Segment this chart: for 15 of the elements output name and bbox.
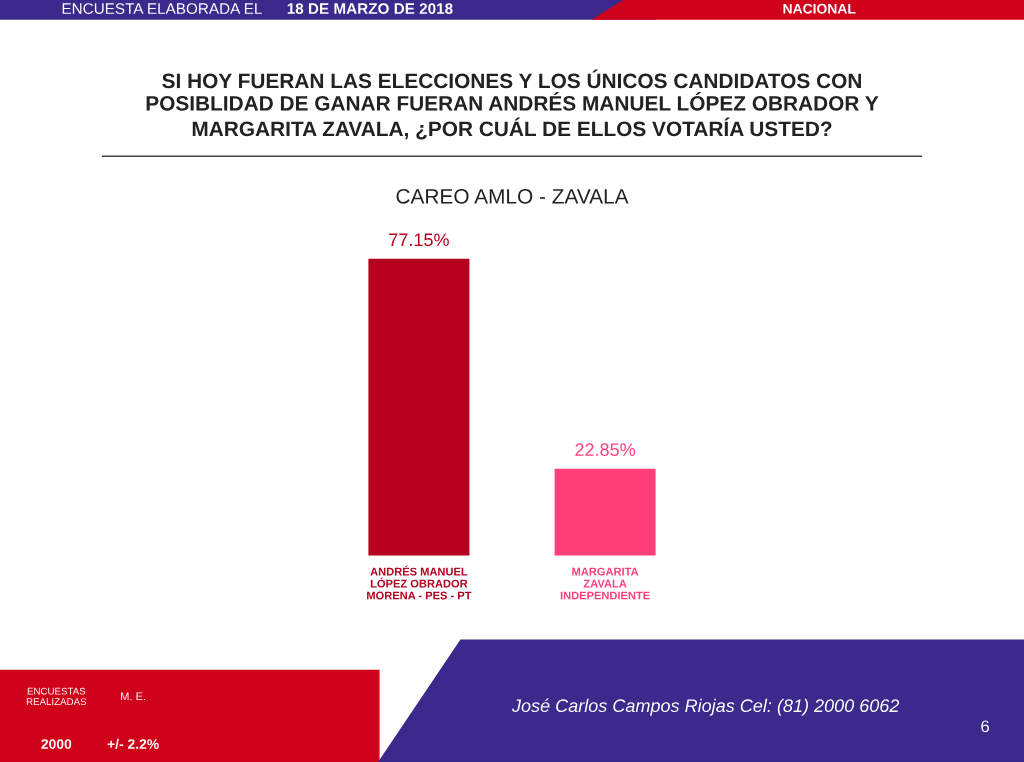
data-label: 22.85%	[575, 443, 636, 457]
text: M. E.	[121, 692, 146, 701]
chart-title: SI HOY FUERAN LAS ELECCIONES Y LOS ÚNICOS CANDIDATOS CON POSIBLIDAD DE GANAR FUERAN ANDRÉS MANUEL LÓPEZ OBRADOR Y MARGARITA ZAVALA, ¿POR CUÁL DE ELLOS VOTARÍA USTED?	[146, 69, 879, 140]
x-tick-label: MARGARITA ZAVALA INDEPENDIENTE	[560, 567, 650, 600]
data-label: 77.15%	[389, 233, 449, 247]
text: 18 DE MARZO DE 2018	[287, 3, 453, 15]
text: NACIONAL	[783, 3, 856, 14]
text: 2000	[41, 739, 72, 749]
text: +/- 2.2%	[107, 738, 159, 750]
text: ENCUESTAS REALIZADAS	[26, 687, 87, 706]
chart-subtitle: CAREO AMLO - ZAVALA	[396, 188, 629, 204]
text: 6	[981, 720, 989, 733]
x-tick-label: ANDRÉS MANUEL LÓPEZ OBRADOR MORENA - PES - PT	[367, 565, 472, 600]
text: ENCUESTA ELABORADA EL	[62, 3, 262, 15]
text: José Carlos Campos Riojas Cel: (81) 2000 6062	[511, 698, 900, 716]
